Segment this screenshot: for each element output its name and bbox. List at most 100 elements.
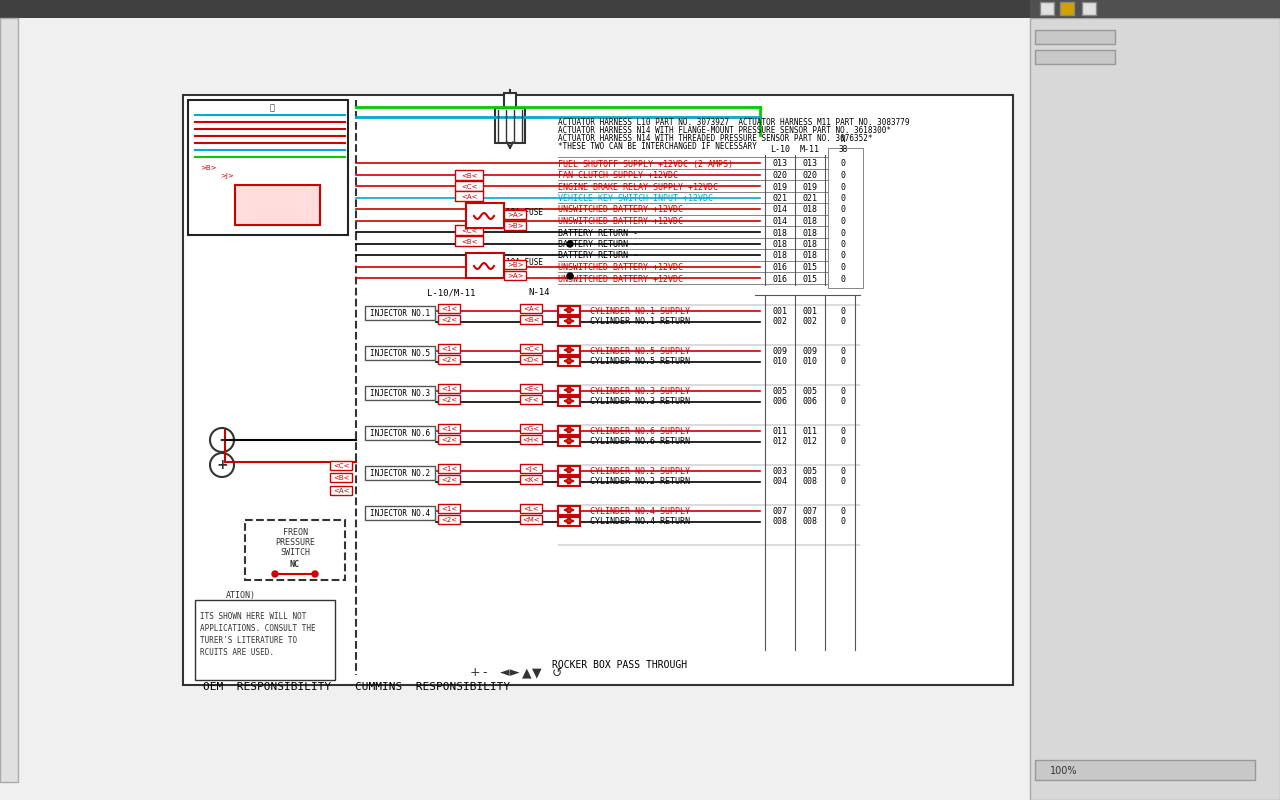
Text: 0: 0: [841, 506, 846, 515]
Text: 0: 0: [841, 346, 846, 355]
Text: M-11: M-11: [800, 145, 820, 154]
Bar: [558, 346, 580, 355]
Text: <2<: <2<: [440, 317, 457, 323]
Text: ROCKER BOX PASS THROUGH: ROCKER BOX PASS THROUGH: [553, 660, 687, 670]
Bar: [244, 520, 346, 580]
Text: BATTERY RETURN -: BATTERY RETURN -: [558, 251, 637, 261]
Text: 019: 019: [803, 182, 818, 191]
Bar: [495, 108, 525, 143]
Text: <C<: <C<: [461, 228, 477, 234]
Text: 0: 0: [841, 263, 846, 272]
Text: ↺: ↺: [552, 666, 562, 679]
Text: 011: 011: [803, 426, 818, 435]
Text: INJECTOR NO.5: INJECTOR NO.5: [370, 349, 430, 358]
Text: ACTUATOR HARNESS N14 WITH FLANGE-MOUNT PRESSURE SENSOR PART NO. 3618300*: ACTUATOR HARNESS N14 WITH FLANGE-MOUNT P…: [558, 126, 891, 135]
Bar: [520, 395, 541, 404]
Bar: [558, 437, 580, 446]
Text: 018: 018: [803, 217, 818, 226]
Text: >B>: >B>: [507, 223, 524, 229]
Text: 018: 018: [773, 229, 787, 238]
Bar: [454, 170, 483, 180]
Bar: [454, 225, 483, 235]
Text: 0: 0: [841, 182, 846, 191]
Text: L-10: L-10: [771, 145, 790, 154]
Bar: [1036, 760, 1254, 780]
Text: CYLINDER NO.6 SUPPLY: CYLINDER NO.6 SUPPLY: [590, 426, 690, 435]
Bar: [365, 346, 435, 360]
Text: 0: 0: [841, 171, 846, 180]
Text: 0: 0: [841, 217, 846, 226]
Text: 013: 013: [773, 159, 787, 169]
Text: L-10/M-11: L-10/M-11: [428, 288, 475, 297]
Circle shape: [312, 571, 317, 577]
Bar: [330, 473, 352, 482]
Bar: [438, 435, 460, 444]
Text: 0: 0: [841, 466, 846, 475]
Text: <A<: <A<: [461, 194, 477, 200]
Text: 0: 0: [841, 386, 846, 395]
Bar: [558, 506, 580, 515]
Text: ATION): ATION): [227, 591, 256, 600]
Bar: [0, 0, 1280, 18]
Bar: [330, 461, 352, 470]
Bar: [365, 386, 435, 400]
Bar: [438, 475, 460, 484]
Text: 018: 018: [803, 206, 818, 214]
Text: <F<: <F<: [524, 397, 539, 403]
Text: <2<: <2<: [440, 477, 457, 483]
Text: 018: 018: [803, 240, 818, 249]
Text: <2<: <2<: [440, 397, 457, 403]
Circle shape: [567, 241, 573, 247]
Text: <B<: <B<: [461, 239, 477, 245]
Bar: [438, 384, 460, 393]
Text: UNSWITCHED BATTERY +12VDC: UNSWITCHED BATTERY +12VDC: [558, 274, 684, 283]
Text: 0: 0: [841, 426, 846, 435]
Text: >A>: >A>: [507, 273, 524, 279]
Text: 019: 019: [773, 182, 787, 191]
Text: 0: 0: [841, 306, 846, 315]
Bar: [520, 304, 541, 313]
Bar: [0, 18, 18, 782]
Text: 10A FUSE: 10A FUSE: [506, 258, 543, 267]
Circle shape: [567, 273, 573, 279]
Text: <D<: <D<: [522, 357, 539, 363]
Circle shape: [210, 428, 234, 452]
Text: BATTERY RETURN -: BATTERY RETURN -: [558, 240, 637, 249]
Bar: [195, 600, 335, 680]
Text: 009: 009: [773, 346, 787, 355]
Text: 0: 0: [841, 358, 846, 366]
Text: 005: 005: [803, 386, 818, 395]
Bar: [520, 424, 541, 433]
Text: <1<: <1<: [440, 426, 457, 432]
Text: 0: 0: [841, 159, 846, 169]
Bar: [558, 306, 580, 315]
Text: <1<: <1<: [440, 306, 457, 312]
Bar: [1030, 0, 1280, 18]
Text: RCUITS ARE USED.: RCUITS ARE USED.: [200, 648, 274, 657]
Text: APPLICATIONS. CONSULT THE: APPLICATIONS. CONSULT THE: [200, 624, 316, 633]
Text: 018: 018: [803, 229, 818, 238]
Text: 016: 016: [773, 274, 787, 283]
Text: ►: ►: [511, 666, 520, 679]
Bar: [558, 317, 580, 326]
Text: UNSWITCHED BATTERY +12VDC: UNSWITCHED BATTERY +12VDC: [558, 217, 684, 226]
Bar: [1060, 2, 1074, 15]
Bar: [1030, 0, 1280, 800]
Text: VEHICLE KEY SWITCH INPUT +12VDC: VEHICLE KEY SWITCH INPUT +12VDC: [558, 194, 713, 203]
Text: <J<: <J<: [524, 466, 538, 472]
Text: 008: 008: [803, 478, 818, 486]
Text: CYLINDER NO.3 RETURN: CYLINDER NO.3 RETURN: [590, 398, 690, 406]
Text: 0: 0: [841, 194, 846, 203]
Text: 007: 007: [773, 506, 787, 515]
Text: 012: 012: [773, 438, 787, 446]
Text: ▲: ▲: [522, 666, 531, 679]
Text: SWITCH: SWITCH: [280, 548, 310, 557]
Text: FUEL SHUTOFF SUPPLY +12VDC (2 AMPS): FUEL SHUTOFF SUPPLY +12VDC (2 AMPS): [558, 159, 733, 169]
Text: 100%: 100%: [1050, 766, 1078, 776]
Text: <M<: <M<: [522, 517, 540, 523]
Text: ⬛: ⬛: [270, 103, 275, 112]
Text: TURER'S LITERATURE TO: TURER'S LITERATURE TO: [200, 636, 297, 645]
Text: <E<: <E<: [524, 386, 539, 392]
Bar: [454, 236, 483, 246]
Bar: [365, 306, 435, 320]
